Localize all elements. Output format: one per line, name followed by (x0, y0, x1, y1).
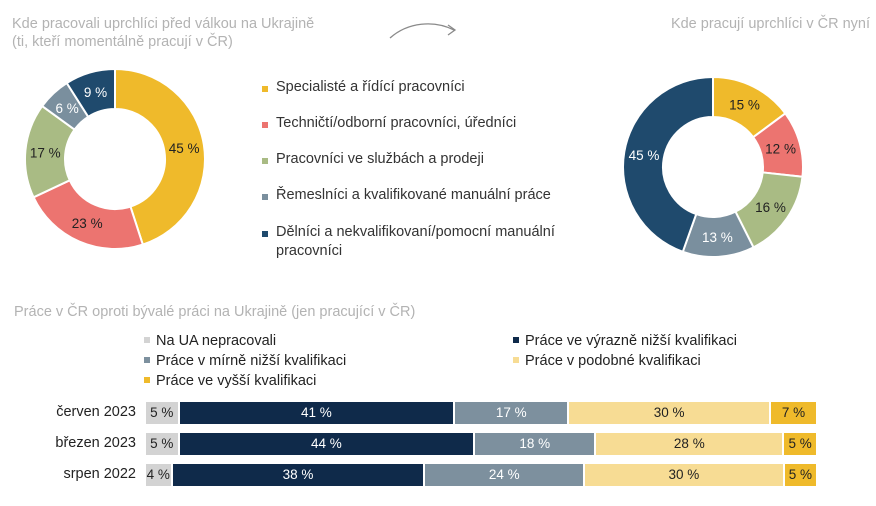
donut-chart-now: 15 % 12 % 16 % 13 % 45 % (622, 75, 804, 258)
legend-label: Práce v mírně nižší kvalifikaci (156, 353, 347, 369)
right-donut-title: Kde pracují uprchlíci v ČR nyní (670, 16, 870, 32)
legend-swatch (262, 231, 268, 237)
donut-slice (114, 67, 206, 246)
legend-label: Pracovníci ve službách a prodeji (276, 151, 484, 167)
legend-swatch (513, 337, 519, 343)
legend-swatch (262, 194, 268, 200)
legend-swatch (144, 357, 150, 363)
donut-slice (65, 67, 116, 119)
donut-chart-before: 45 % 23 % 17 % 6 % 9 % (24, 67, 206, 250)
slice-value-label: 23 % (72, 216, 103, 231)
bar-legend-item: Práce ve vyšší kvalifikaci (144, 373, 316, 389)
bar-segment: 30 % (569, 402, 769, 424)
slice-value-label: 17 % (30, 145, 61, 160)
bar-segment: 5 % (146, 433, 178, 455)
legend-swatch (262, 122, 268, 128)
legend-label: Specialisté a řídící pracovníci (276, 79, 465, 95)
slice-value-label: 15 % (729, 97, 760, 112)
slice-value-label: 13 % (702, 230, 733, 245)
bar-segment: 5 % (146, 402, 178, 424)
bar-category-label: březen 2023 (55, 435, 136, 451)
legend-label: Řemeslníci a kvalifikované manuální prác… (276, 187, 551, 203)
bar-category-label: červen 2023 (56, 404, 136, 420)
bar-segment: 5 % (784, 433, 816, 455)
legend-swatch (262, 86, 268, 92)
bar-segment: 44 % (179, 433, 474, 455)
legend-swatch (262, 158, 268, 164)
bar-legend-item: Na UA nepracovali (144, 333, 276, 349)
slice-value-label: 6 % (55, 101, 78, 116)
bar-legend-item: Práce v podobné kvalifikaci (513, 353, 701, 369)
bar-segment: 18 % (475, 433, 595, 455)
bar-category-label: srpen 2022 (63, 466, 136, 482)
curved-arrow-icon (389, 23, 457, 39)
bar-legend-item: Práce v mírně nižší kvalifikaci (144, 353, 346, 369)
bar-segment: 17 % (455, 402, 568, 424)
left-donut-title: Kde pracovali uprchlíci před válkou na U… (12, 16, 315, 50)
legend-label: Práce v podobné kvalifikaci (525, 353, 701, 369)
legend-swatch (144, 337, 150, 343)
bar-segment: 5 % (784, 464, 816, 486)
donut-slice (622, 75, 714, 254)
bar-segment: 7 % (770, 402, 816, 424)
legend-label: Práce ve vyšší kvalifikaci (156, 373, 317, 389)
legend-swatch (513, 357, 519, 363)
legend-label: Na UA nepracovali (156, 333, 277, 349)
slice-value-label: 16 % (755, 200, 786, 215)
bar-chart-title: Práce v ČR oproti bývalé práci na Ukraji… (14, 304, 416, 320)
legend-swatch (144, 377, 150, 383)
slice-value-label: 12 % (765, 142, 796, 157)
legend-label: Techničtí/odborní pracovníci, úředníci (276, 115, 517, 131)
slice-value-label: 45 % (629, 148, 660, 163)
slice-value-label: 45 % (169, 141, 200, 156)
bar-segment: 4 % (146, 464, 171, 486)
bar-segment: 28 % (596, 433, 783, 455)
slice-value-label: 9 % (84, 85, 107, 100)
legend-label: Práce ve výrazně nižší kvalifikaci (525, 333, 737, 349)
bar-segment: 30 % (585, 464, 783, 486)
bar-legend-item: Práce ve výrazně nižší kvalifikaci (513, 333, 737, 349)
legend-label: Dělníci a nekvalifikovaní/pomocní manuál… (276, 224, 555, 259)
bar-segment: 24 % (425, 464, 584, 486)
bar-segment: 38 % (172, 464, 424, 486)
bar-segment: 41 % (179, 402, 454, 424)
